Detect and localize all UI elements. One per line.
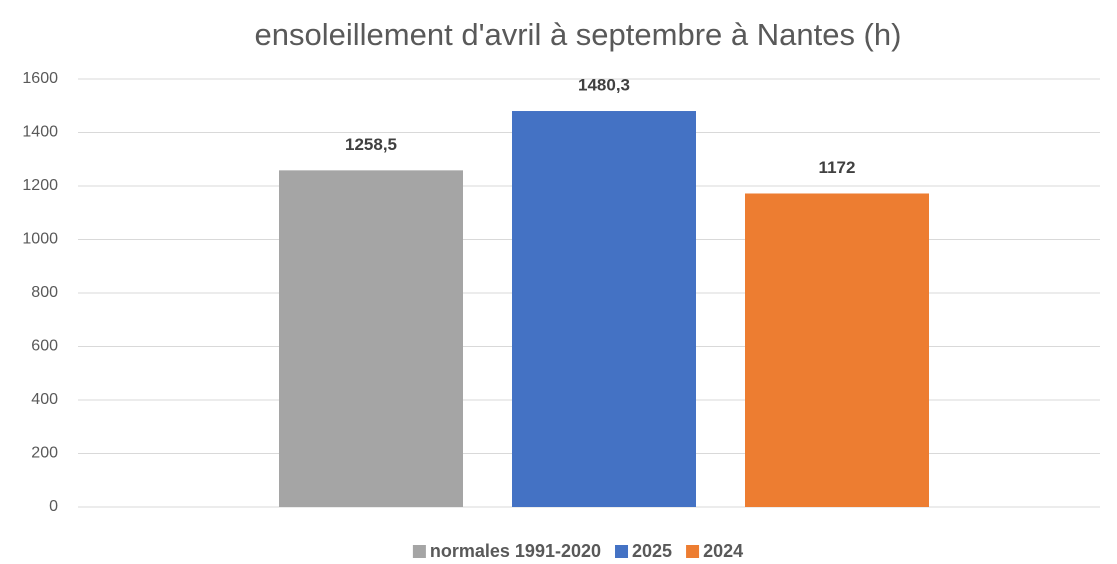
y-tick-label: 1000 bbox=[22, 231, 58, 248]
y-tick-label: 0 bbox=[49, 498, 58, 515]
legend-swatch bbox=[615, 545, 629, 558]
y-tick-label: 600 bbox=[31, 338, 58, 355]
y-tick-label: 1200 bbox=[22, 177, 58, 194]
legend-label: 2025 bbox=[632, 541, 672, 561]
legend-swatch bbox=[412, 545, 426, 558]
bar bbox=[279, 170, 463, 507]
y-tick-label: 200 bbox=[31, 445, 58, 462]
data-label: 1172 bbox=[819, 158, 856, 177]
y-tick-label: 800 bbox=[31, 284, 58, 301]
legend-label: normales 1991-2020 bbox=[430, 541, 601, 561]
y-tick-label: 1400 bbox=[22, 124, 58, 141]
y-tick-label: 1600 bbox=[22, 70, 58, 87]
bar bbox=[745, 193, 929, 508]
legend-swatch bbox=[686, 545, 700, 558]
y-tick-label: 400 bbox=[31, 391, 58, 408]
data-label: 1258,5 bbox=[345, 135, 397, 154]
data-label: 1480,3 bbox=[578, 76, 630, 95]
chart-title: ensoleillement d'avril à septembre à Nan… bbox=[255, 17, 902, 52]
bar bbox=[512, 111, 696, 508]
legend-label: 2024 bbox=[703, 541, 743, 561]
